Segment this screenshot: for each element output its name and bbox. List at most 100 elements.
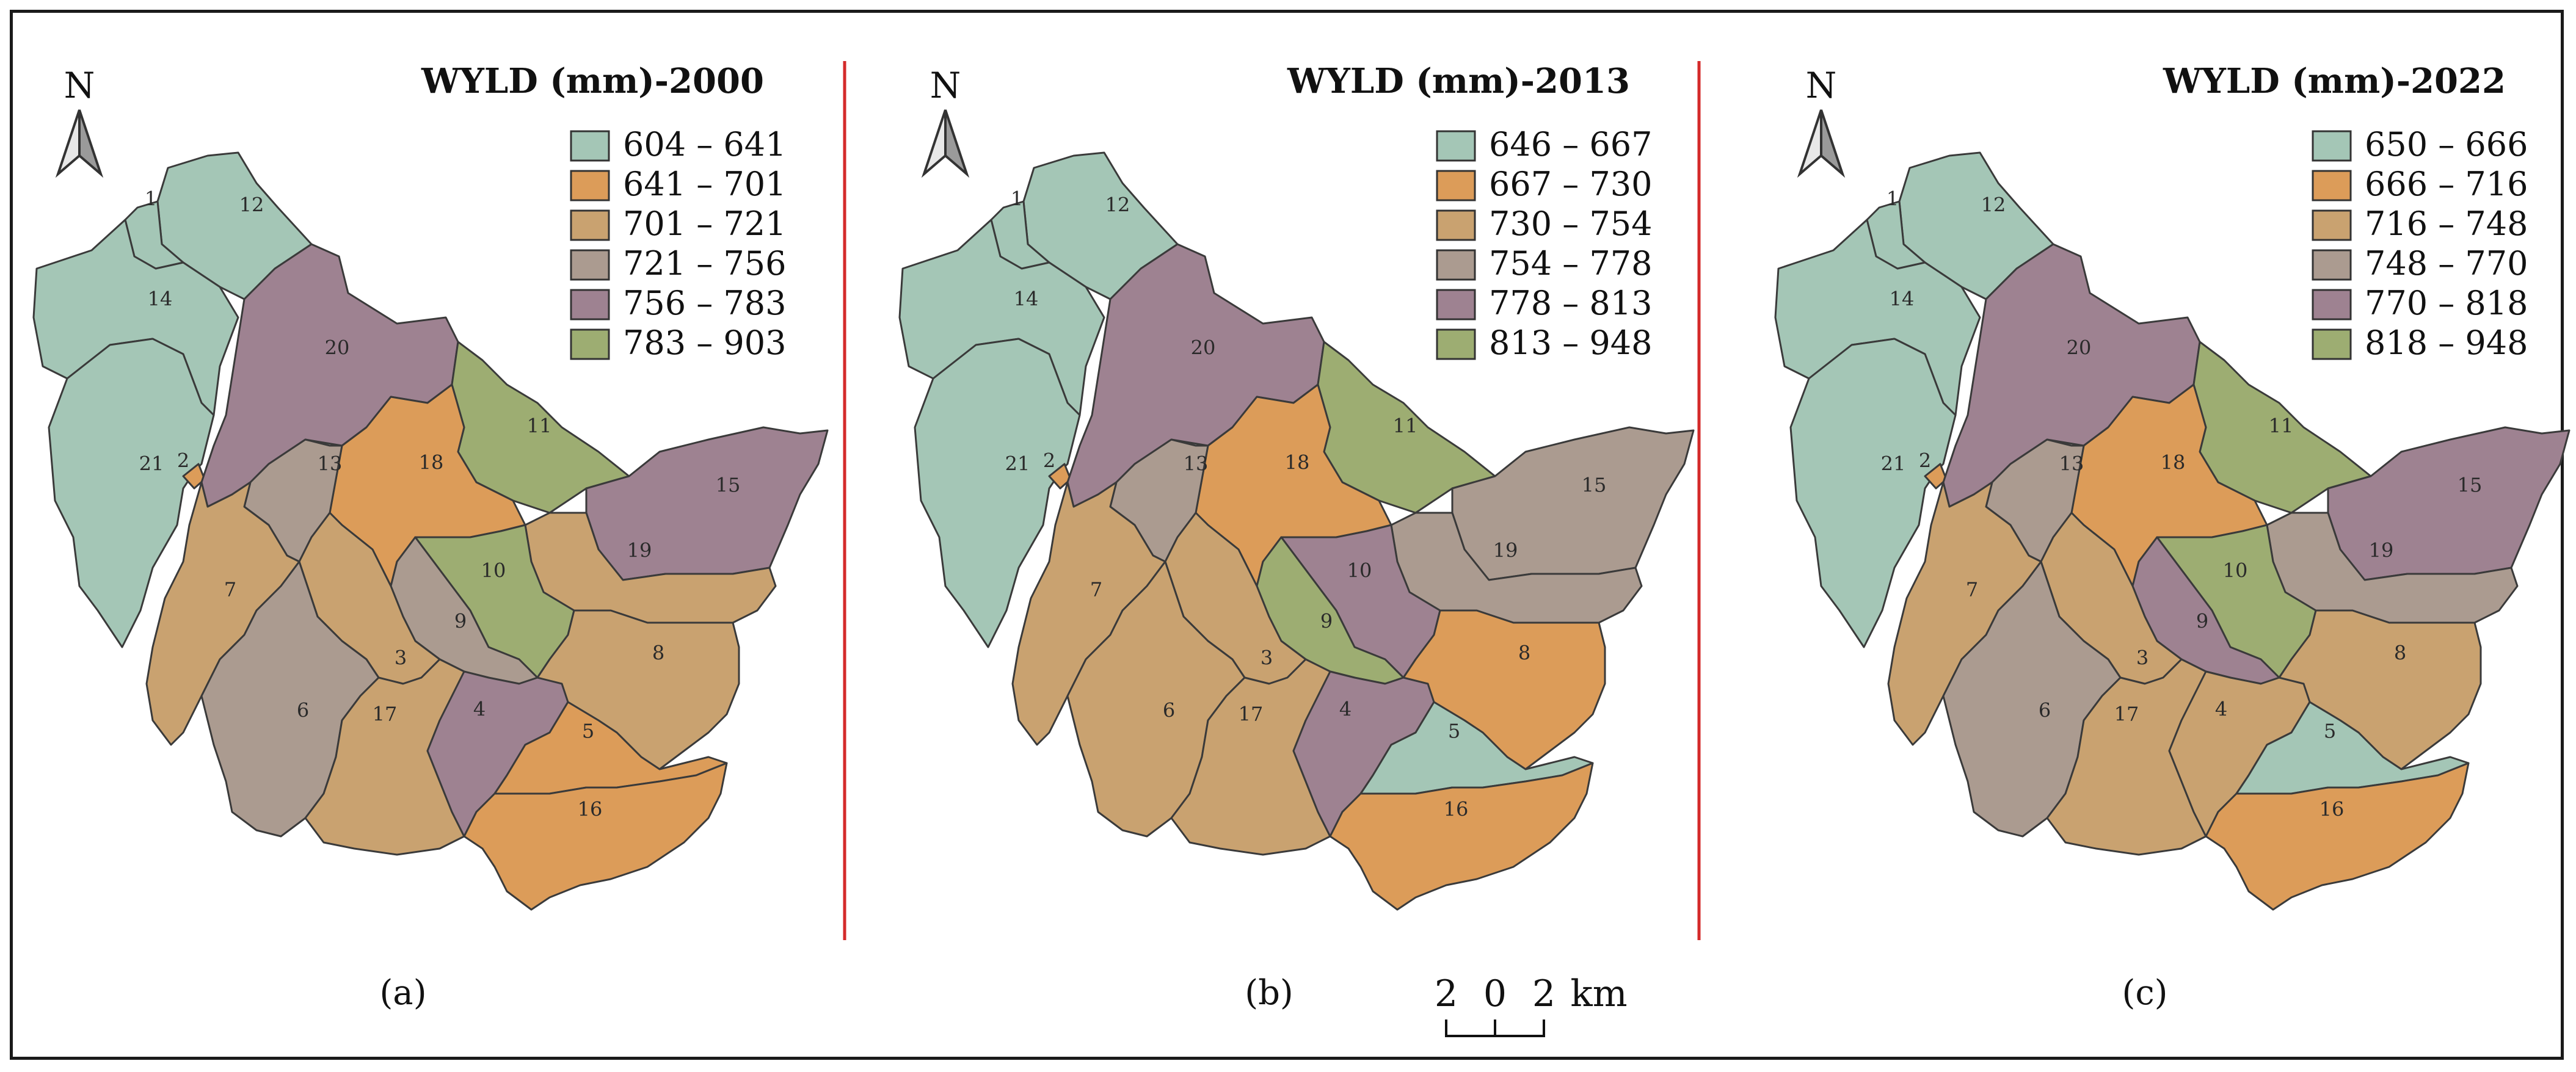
subbasin-label-10: 10 (1347, 559, 1372, 582)
subbasin-label-19: 19 (2369, 539, 2394, 562)
legend-swatch (2312, 328, 2352, 360)
scale-label-left: 2 (1435, 972, 1458, 1015)
legend-swatch (1436, 249, 1476, 281)
legend-label: 716 – 748 (2365, 205, 2528, 243)
subbasin-label-21: 21 (139, 452, 164, 476)
legend-label: 748 – 770 (2365, 244, 2528, 283)
subbasin-label-6: 6 (297, 699, 309, 722)
subbasin-16 (2205, 762, 2470, 911)
subbasin-label-2: 2 (177, 449, 189, 473)
legend-swatch (2312, 289, 2352, 321)
subbasin-label-9: 9 (454, 610, 467, 633)
subbasin-label-6: 6 (2039, 699, 2051, 722)
legend-label: 770 – 818 (2365, 284, 2528, 322)
legend-swatch (570, 170, 610, 201)
subbasin-label-5: 5 (582, 720, 594, 743)
legend-swatch (2312, 130, 2352, 162)
legend-label: 813 – 948 (1489, 324, 1652, 362)
subbasin-label-4: 4 (2215, 698, 2227, 721)
north-label: N (1806, 65, 1837, 106)
subbasin-label-7: 7 (1090, 578, 1102, 601)
subbasin-label-9: 9 (1320, 610, 1333, 633)
subbasin-label-17: 17 (1239, 703, 1264, 726)
subbasin-label-4: 4 (1339, 698, 1352, 721)
subbasin-label-3: 3 (2136, 646, 2148, 670)
legend-label: 667 – 730 (1489, 165, 1652, 203)
legend-label: 756 – 783 (623, 284, 786, 322)
subbasin-label-1: 1 (145, 187, 157, 211)
legend-swatch (1436, 209, 1476, 241)
legend-label: 721 – 756 (623, 244, 786, 283)
legend-swatch (2312, 249, 2352, 281)
subbasin-label-17: 17 (373, 703, 398, 726)
subbasin-label-20: 20 (2067, 336, 2092, 360)
legend-label: 818 – 948 (2365, 324, 2528, 362)
scale-bar-ticks (1445, 1019, 1545, 1037)
subbasin-label-16: 16 (578, 798, 603, 821)
subbasin-label-3: 3 (1261, 646, 1273, 670)
scale-label-right: 2 (1532, 972, 1555, 1015)
legend-swatch (2312, 209, 2352, 241)
legend-swatch (1436, 289, 1476, 321)
subbasin-label-20: 20 (1191, 336, 1216, 360)
legend-label: 646 – 667 (1489, 125, 1652, 164)
subbasin-label-10: 10 (481, 559, 506, 582)
legend-swatch (570, 130, 610, 162)
subbasin-label-1: 1 (1011, 187, 1023, 211)
legend-label: 783 – 903 (623, 324, 786, 362)
legend-swatch (1436, 130, 1476, 162)
panel-title: WYLD (mm)-2000 (421, 61, 764, 101)
subbasin-label-5: 5 (2324, 720, 2336, 743)
subbasin-16 (463, 762, 728, 911)
subbasin-label-14: 14 (148, 288, 173, 311)
north-arrow-icon (921, 109, 947, 178)
legend-label: 754 – 778 (1489, 244, 1652, 283)
subbasin-label-3: 3 (395, 646, 407, 670)
north-label: N (64, 65, 95, 106)
legend-label: 650 – 666 (2365, 125, 2528, 164)
subbasin-label-5: 5 (1448, 720, 1460, 743)
subbasin-label-15: 15 (2458, 474, 2483, 497)
subbasin-label-8: 8 (2394, 642, 2406, 665)
subbasin-15 (1451, 426, 1695, 581)
subbasin-15 (585, 426, 829, 581)
north-label: N (930, 65, 961, 106)
subbasin-label-13: 13 (1184, 452, 1209, 476)
legend-swatch (1436, 170, 1476, 201)
subbasin-label-21: 21 (1005, 452, 1030, 476)
north-arrow-shade (944, 109, 970, 178)
legend-swatch (2312, 170, 2352, 201)
subbasin-label-19: 19 (1493, 539, 1518, 562)
subbasin-label-2: 2 (1043, 449, 1055, 473)
subbasin-label-11: 11 (527, 415, 552, 438)
legend-label: 604 – 641 (623, 125, 786, 164)
subbasin-21 (1789, 338, 1957, 648)
panel-title: WYLD (mm)-2022 (2163, 61, 2506, 101)
legend-label: 730 – 754 (1489, 205, 1652, 243)
subbasin-label-15: 15 (1582, 474, 1607, 497)
panel-caption: (b) (1245, 973, 1293, 1013)
subbasin-label-17: 17 (2114, 703, 2139, 726)
subbasin-label-8: 8 (1518, 642, 1530, 665)
subbasin-15 (2327, 426, 2571, 581)
scale-bar: 2 0 2 km (1435, 972, 1628, 1037)
subbasin-label-9: 9 (2196, 610, 2208, 633)
subbasin-label-13: 13 (318, 452, 343, 476)
subbasin-label-11: 11 (2269, 415, 2294, 438)
subbasin-label-20: 20 (325, 336, 350, 360)
subbasin-label-14: 14 (1890, 288, 1915, 311)
legend-label: 641 – 701 (623, 165, 786, 203)
subbasin-label-18: 18 (419, 451, 444, 474)
scale-label-mid: 0 (1483, 972, 1507, 1015)
legend-swatch (570, 249, 610, 281)
subbasin-label-2: 2 (1919, 449, 1931, 473)
legend-swatch (1436, 328, 1476, 360)
subbasin-label-12: 12 (239, 194, 264, 217)
figure-frame (10, 10, 2564, 1060)
subbasin-21 (914, 338, 1081, 648)
subbasin-label-19: 19 (627, 539, 652, 562)
subbasin-label-14: 14 (1014, 288, 1039, 311)
